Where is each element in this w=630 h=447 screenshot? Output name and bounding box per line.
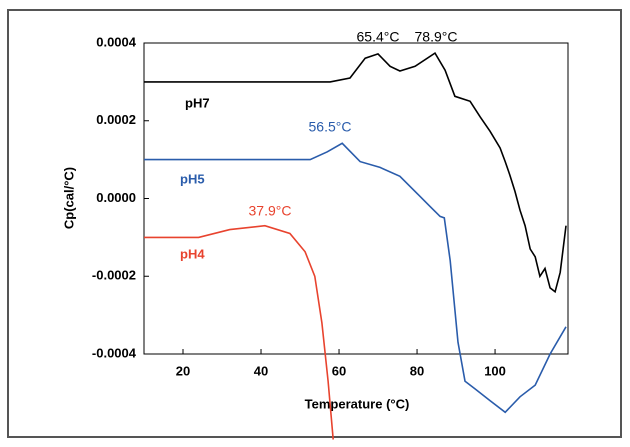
x-tick-label: 100 bbox=[484, 363, 506, 378]
x-axis-label: Temperature (°C) bbox=[305, 396, 410, 411]
x-tick-label: 20 bbox=[176, 363, 190, 378]
y-tick-label: 0.0004 bbox=[96, 34, 137, 49]
x-tick-label: 80 bbox=[410, 363, 424, 378]
y-axis-label: Cp(cal/°C) bbox=[61, 167, 76, 229]
annotation: 56.5°C bbox=[309, 119, 352, 135]
x-tick-label: 60 bbox=[332, 363, 346, 378]
annotation: 65.4°C bbox=[357, 29, 400, 45]
y-tick-label: 0.0000 bbox=[96, 190, 136, 205]
y-tick-label: -0.0002 bbox=[92, 268, 136, 283]
annotation: 78.9°C bbox=[415, 29, 458, 45]
x-tick-label: 40 bbox=[254, 363, 268, 378]
y-tick-label: -0.0004 bbox=[92, 345, 137, 360]
data-line bbox=[144, 51, 567, 294]
series-label: pH4 bbox=[180, 246, 205, 261]
series-label: pH5 bbox=[180, 171, 205, 186]
data-line bbox=[144, 142, 567, 414]
annotation: 37.9°C bbox=[249, 203, 292, 219]
series-label: pH7 bbox=[185, 95, 210, 110]
y-tick-label: 0.0002 bbox=[96, 112, 136, 127]
data-line bbox=[144, 224, 334, 440]
plot-area bbox=[143, 42, 569, 355]
frame bbox=[7, 9, 622, 438]
